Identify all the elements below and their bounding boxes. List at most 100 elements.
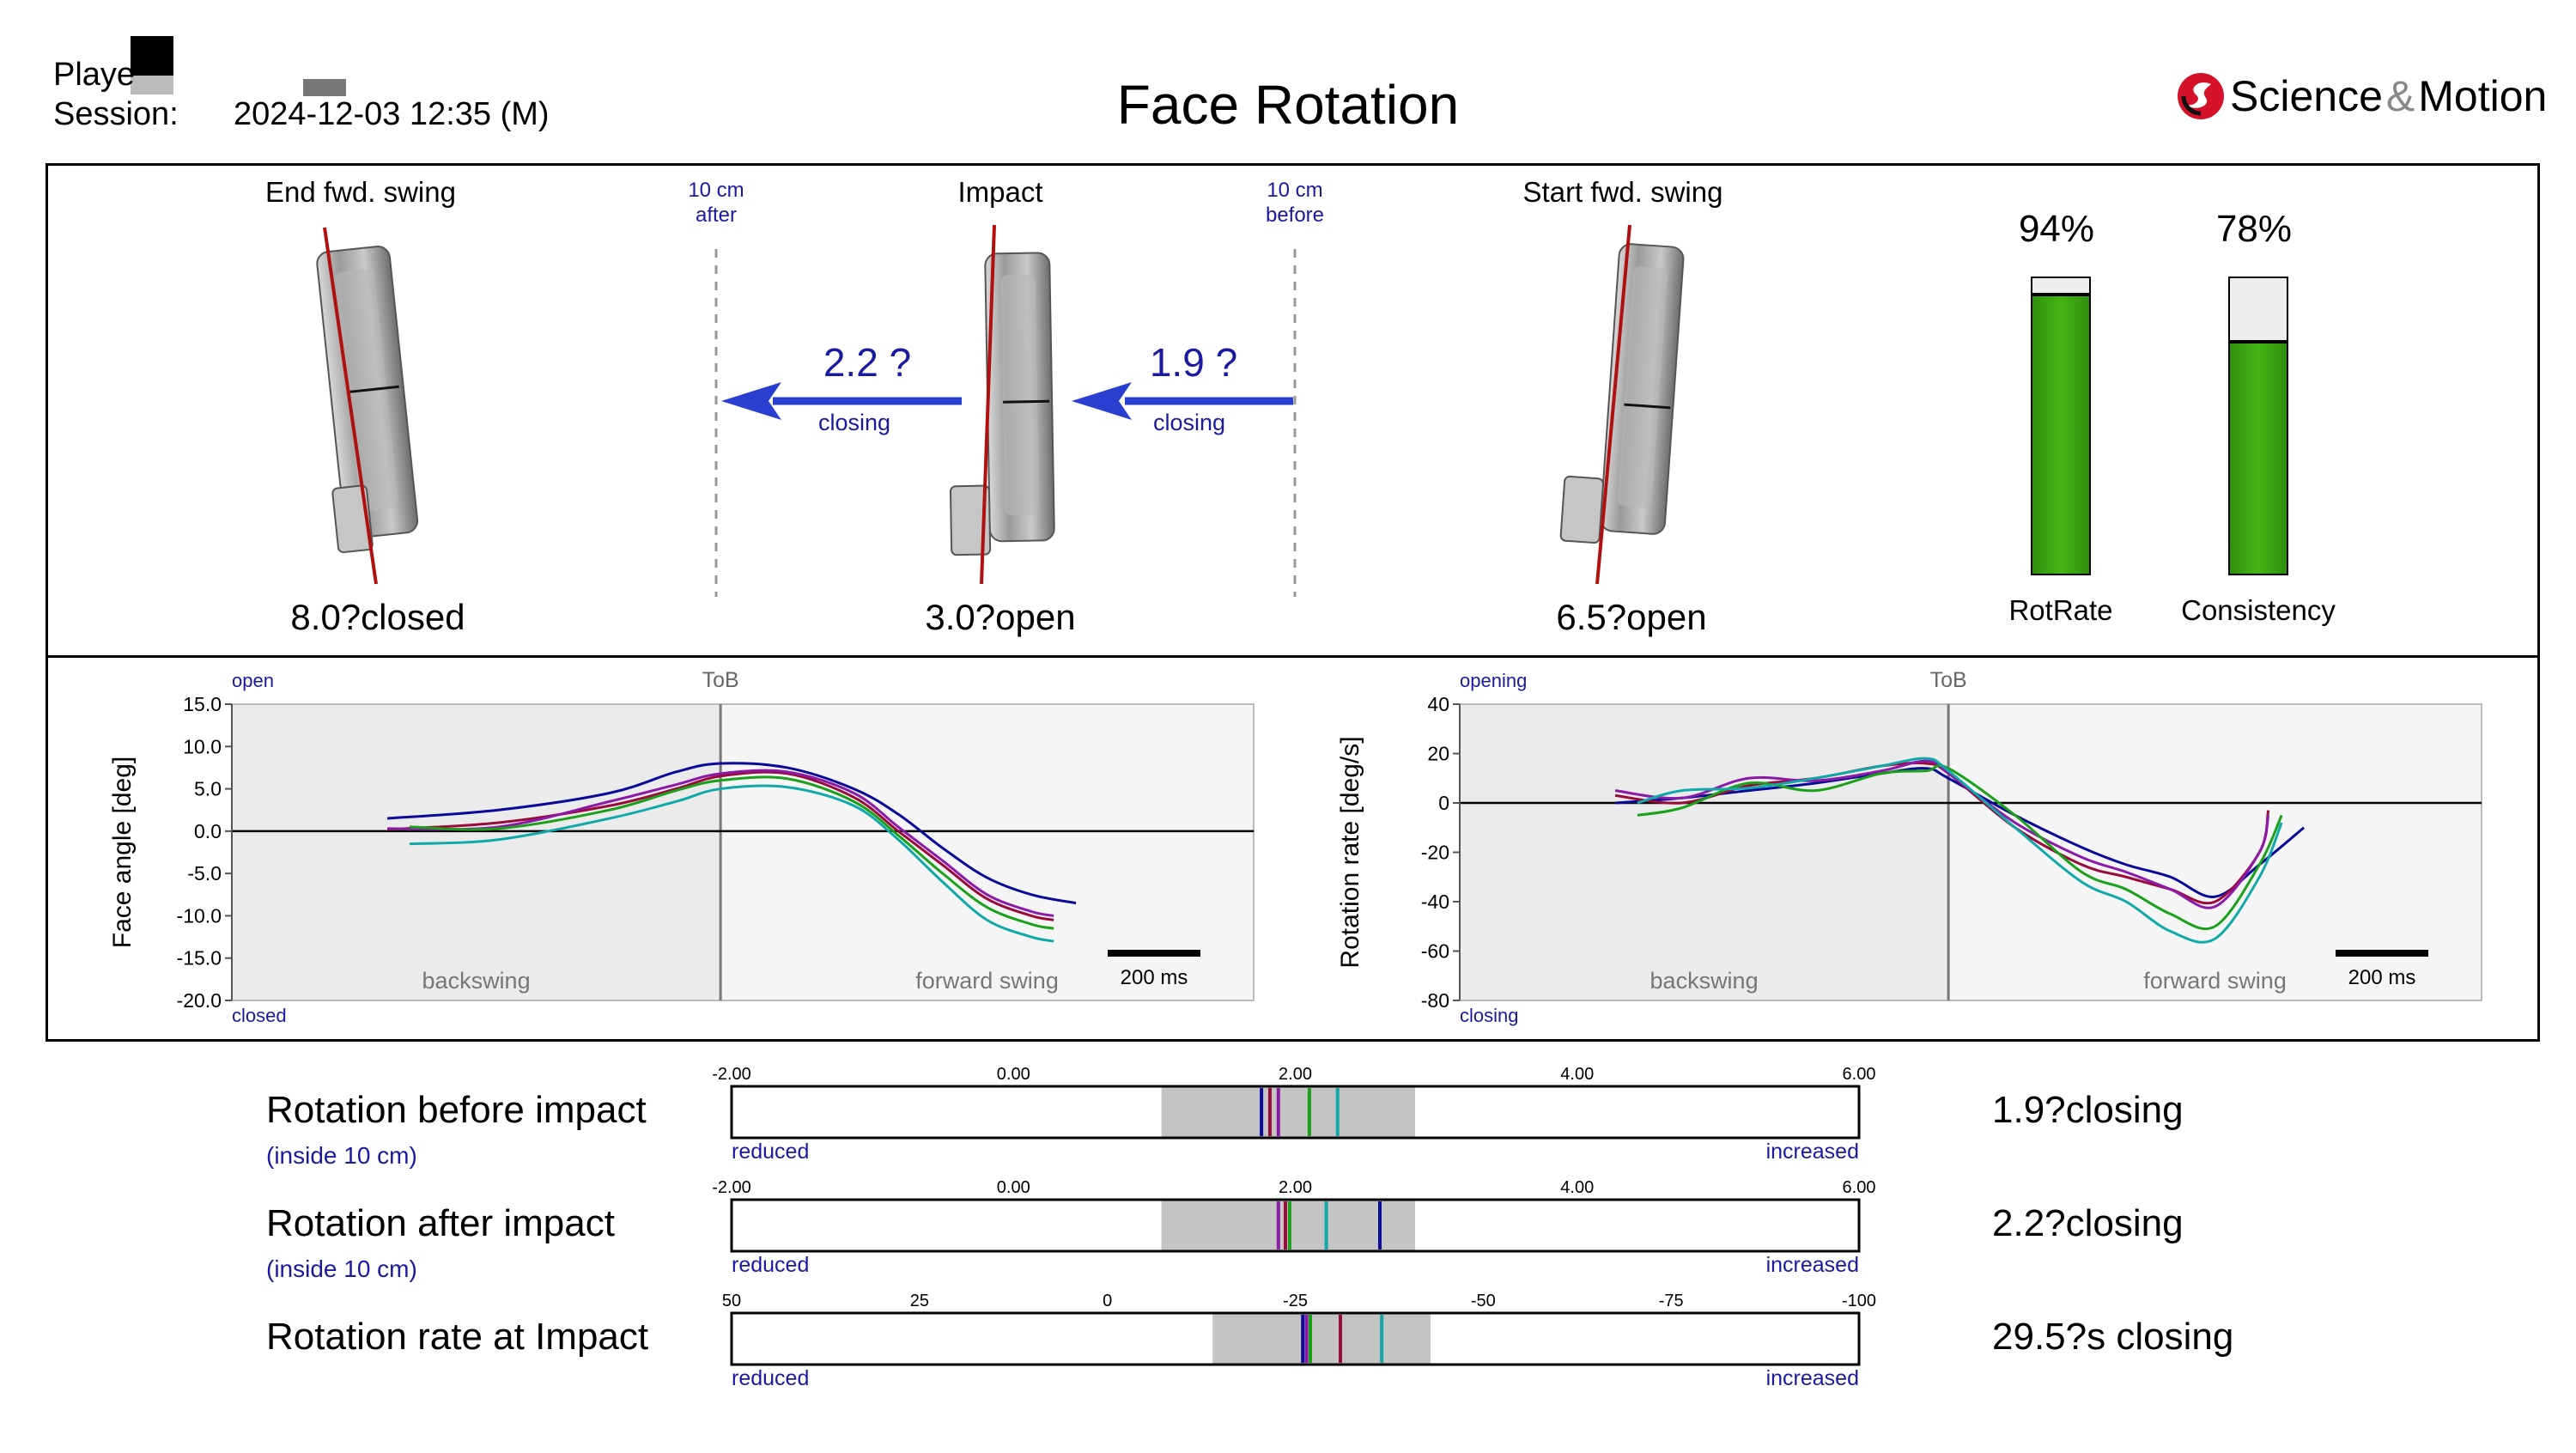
rate-chart-series-green xyxy=(1637,763,2283,931)
gauge-rotrate-label: RotRate xyxy=(2008,594,2113,626)
gauge-rotrate-fill xyxy=(2032,292,2089,574)
bar-before-left-label: reduced xyxy=(732,1140,809,1164)
row-before-title: Rotation before impact xyxy=(266,1089,647,1131)
face-chart-scale-label: 200 ms xyxy=(1121,966,1188,989)
rate-chart-forward-label: forward swing xyxy=(2143,968,2287,994)
page-title: Face Rotation xyxy=(1116,74,1460,136)
bar-after-tick-label: 0.00 xyxy=(997,1178,1030,1197)
face-chart-top-label: open xyxy=(232,670,274,691)
arrow-after-label: closing xyxy=(817,410,891,435)
brand-name: Science xyxy=(2230,72,2383,120)
arrow-before-label: closing xyxy=(1152,410,1226,435)
face-chart-ytick-label: 5.0 xyxy=(194,778,222,800)
bar-before-tick-label: 2.00 xyxy=(1279,1065,1312,1084)
rate-chart-ytick-label: 0 xyxy=(1438,792,1449,814)
bar-before-tick-label: 0.00 xyxy=(997,1065,1030,1084)
face-chart-ylabel: Face angle [deg] xyxy=(108,757,137,949)
face-chart-ytick-label: -15.0 xyxy=(177,947,222,970)
face-chart-ytick-label: 15.0 xyxy=(183,693,222,715)
impact-label: Impact xyxy=(957,176,1043,208)
face-chart-ytick-label: -5.0 xyxy=(187,862,222,885)
rate-chart-ytick-label: 40 xyxy=(1427,693,1449,715)
rotation-rate-chart: 40 20 0 -20 -40 -60 -80 ToB opening closing backsw… xyxy=(1336,668,2482,1026)
bar-after-left-label: reduced xyxy=(732,1253,809,1277)
start-swing-value: 6.5?open xyxy=(1556,597,1707,637)
bar-after-right-label: increased xyxy=(1766,1253,1859,1277)
brand-name-2: Motion xyxy=(2418,72,2548,120)
gauge-consistency-fill xyxy=(2230,339,2287,574)
bar-after-border xyxy=(730,1198,1861,1253)
bar-before-border xyxy=(730,1085,1861,1140)
rate-chart-ylabel: Rotation rate [deg/s] xyxy=(1336,736,1364,968)
putter-impact-icon xyxy=(949,252,1055,556)
bar-after-tick-label: 4.00 xyxy=(1560,1178,1594,1197)
face-chart-ytick-label: 10.0 xyxy=(183,735,222,757)
gauge-consistency-label: Consistency xyxy=(2181,594,2336,626)
after-marker-line1: 10 cm xyxy=(688,179,744,202)
face-chart-backswing-bg xyxy=(232,704,721,1000)
face-line-end xyxy=(323,227,378,585)
bar-after-tick-label: -2.00 xyxy=(712,1178,751,1197)
face-chart-bottom-label: closed xyxy=(232,1005,287,1026)
brand-logo: Science & Motion xyxy=(2177,70,2547,122)
row-after-sub: (inside 10 cm) xyxy=(266,1255,417,1282)
row-after-value: 2.2?closing xyxy=(1992,1202,2184,1244)
face-chart-series-green xyxy=(409,775,1054,930)
bar-rate-tick-label: 0 xyxy=(1103,1292,1112,1310)
bar-rate-border xyxy=(730,1311,1861,1366)
face-line-start xyxy=(1595,224,1631,585)
end-swing-label: End fwd. swing xyxy=(265,176,456,208)
club-illustrations xyxy=(316,224,1685,597)
bar-after-tick-label: 6.00 xyxy=(1843,1178,1876,1197)
row-before-sub: (inside 10 cm) xyxy=(266,1142,417,1169)
face-line-impact xyxy=(980,224,996,585)
gauge-rotrate xyxy=(2031,277,2091,575)
before-marker-line2: before xyxy=(1265,204,1325,227)
after-marker-line2: after xyxy=(695,204,738,227)
arrow-before-value: 1.9 ? xyxy=(1149,340,1238,385)
face-chart-forward-label: forward swing xyxy=(915,968,1059,994)
row-rate-value: 29.5?s closing xyxy=(1992,1316,2234,1358)
rate-chart-backswing-label: backswing xyxy=(1650,968,1759,994)
rate-chart-top-label: opening xyxy=(1460,670,1527,691)
session-swatch-gray xyxy=(303,79,346,96)
rate-chart-tob-label: ToB xyxy=(1930,668,1967,692)
player-swatch-gray xyxy=(131,76,173,94)
gauge-rotrate-pct: 94% xyxy=(2018,208,2095,250)
bar-rate-right-label: increased xyxy=(1766,1366,1859,1390)
rate-chart-ytick-label: 20 xyxy=(1427,743,1449,765)
end-swing-value: 8.0?closed xyxy=(290,597,465,637)
player-label: Playe xyxy=(53,57,136,93)
session-label: Session: xyxy=(53,96,179,132)
face-chart-tob-label: ToB xyxy=(702,668,739,692)
arrow-after-head xyxy=(721,382,781,420)
arrow-after-value: 2.2 ? xyxy=(823,340,912,385)
face-chart-series-navy xyxy=(386,762,1077,905)
bar-rate-tick-label: -50 xyxy=(1471,1292,1496,1310)
rate-chart-scale-label: 200 ms xyxy=(2348,966,2416,989)
player-swatch-black xyxy=(131,36,173,76)
brand-amp: & xyxy=(2385,72,2415,120)
face-angle-chart: 15.0 10.0 5.0 0.0 -5.0 -10.0 -15.0 -20.0 ToB open… xyxy=(108,668,1255,1026)
rate-chart-bottom-label: closing xyxy=(1460,1005,1518,1026)
gauge-consistency-pct: 78% xyxy=(2215,208,2293,250)
session-value: 2024-12-03 12:35 (M) xyxy=(234,96,550,132)
face-chart-backswing-label: backswing xyxy=(422,968,531,994)
arrow-before-head xyxy=(1072,382,1132,420)
bar-before-tick-label: 4.00 xyxy=(1560,1065,1594,1084)
comparison-bars: -2.00 0.00 2.00 4.00 6.00 reduced increased -2.… xyxy=(712,1065,1876,1390)
bar-rate-left-label: reduced xyxy=(732,1366,809,1390)
bar-rate-tick-label: 50 xyxy=(722,1292,741,1310)
before-marker-line1: 10 cm xyxy=(1267,179,1323,202)
putter-end-icon xyxy=(316,246,419,554)
impact-value: 3.0?open xyxy=(925,597,1076,637)
brand-logo-icon xyxy=(2178,73,2224,119)
chart-panel xyxy=(46,655,2540,1042)
gauge-consistency xyxy=(2228,277,2288,575)
bar-rate-tick-label: -100 xyxy=(1842,1292,1876,1310)
bar-rate-tick-label: -25 xyxy=(1283,1292,1308,1310)
bar-rate-tick-label: -75 xyxy=(1659,1292,1684,1310)
rate-chart-backswing-bg xyxy=(1460,704,1949,1000)
start-swing-label: Start fwd. swing xyxy=(1522,176,1723,208)
face-chart-series-teal xyxy=(409,784,1054,943)
